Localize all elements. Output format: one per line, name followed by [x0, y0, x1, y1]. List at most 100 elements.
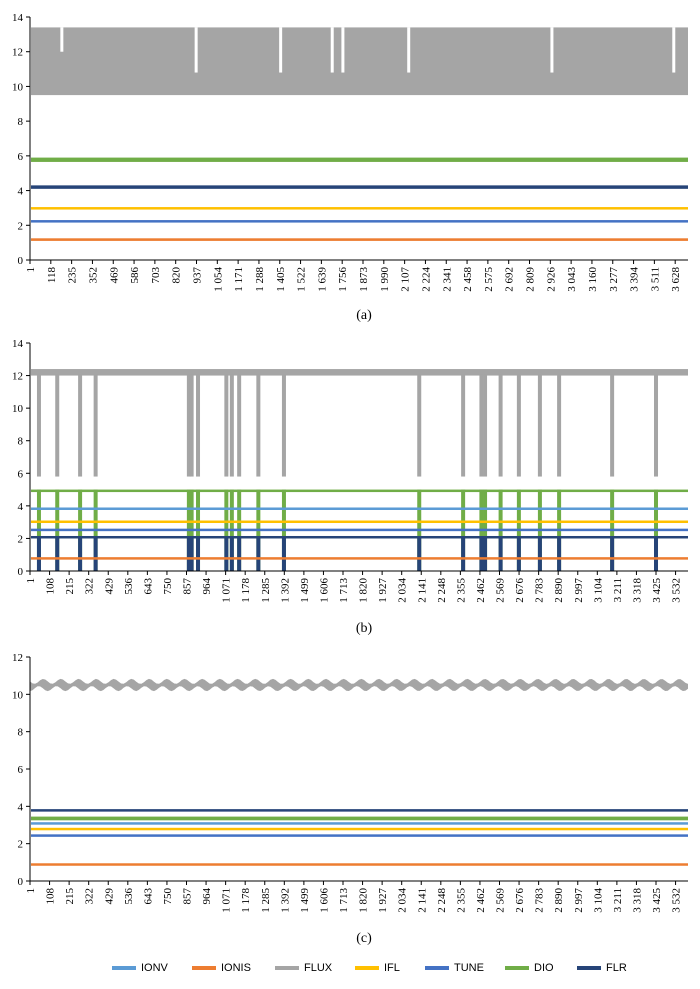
x-tick-label: 2 248	[436, 888, 448, 913]
series-ifl	[31, 520, 688, 524]
x-tick-label: 750	[162, 888, 174, 905]
x-tick-label: 322	[84, 888, 96, 905]
x-tick-label: 1 071	[221, 578, 233, 603]
x-tick-label: 3 160	[587, 267, 599, 292]
dip-line	[281, 374, 286, 477]
series-band	[31, 834, 688, 837]
x-tick-label: 3 425	[651, 888, 663, 913]
x-tick-label: 322	[84, 578, 96, 595]
panel-caption: (a)	[356, 308, 372, 323]
spike-gap	[330, 27, 334, 73]
dip-line	[36, 374, 41, 477]
y-tick-label: 6	[18, 764, 24, 776]
x-tick-label: 2 692	[504, 267, 516, 292]
dip-line	[654, 374, 659, 477]
legend-swatch	[112, 966, 136, 970]
dip-line	[281, 537, 286, 571]
legend-item-flux: FLUX	[275, 962, 333, 974]
dip-line	[498, 374, 503, 477]
x-tick-label: 3 104	[592, 888, 604, 913]
x-tick-label: 215	[64, 888, 76, 905]
spike-gap	[407, 27, 411, 73]
dip-line	[557, 374, 562, 477]
x-tick-label: 820	[171, 267, 183, 284]
dip-line	[256, 374, 261, 477]
x-tick-label: 2 034	[397, 888, 409, 913]
legend-swatch	[192, 966, 216, 970]
dip-line	[516, 374, 521, 477]
legend-label: IFL	[384, 962, 400, 974]
x-tick-label: 3 318	[631, 578, 643, 603]
y-tick-label: 10	[12, 81, 24, 93]
series-band	[31, 528, 688, 532]
x-tick-label: 3 394	[629, 267, 641, 292]
x-tick-label: 2 341	[441, 267, 453, 292]
spike-gap	[550, 27, 554, 73]
series-band	[31, 157, 688, 162]
series-flr	[31, 809, 688, 812]
x-tick-label: 2 141	[416, 888, 428, 913]
y-tick-label: 14	[12, 338, 24, 350]
series-band	[31, 809, 688, 812]
series-band	[31, 185, 688, 189]
series-band	[31, 827, 688, 831]
series-flr	[31, 185, 688, 189]
x-tick-label: 1 713	[338, 578, 350, 603]
dip-line	[229, 374, 234, 477]
series-ionis	[31, 557, 688, 560]
dip-line	[55, 537, 60, 571]
x-tick-label: 108	[45, 888, 57, 905]
x-tick-label: 108	[45, 578, 57, 595]
legend-swatch	[425, 966, 449, 970]
x-tick-label: 1 499	[299, 578, 311, 603]
legend-label: DIO	[534, 962, 554, 974]
dip-line	[516, 537, 521, 571]
x-tick-label: 2 355	[455, 888, 467, 913]
y-tick-label: 14	[12, 12, 24, 24]
x-tick-label: 1	[25, 267, 37, 273]
legend-swatch	[577, 966, 601, 970]
x-tick-label: 2 569	[495, 888, 507, 913]
legend-label: FLR	[606, 962, 627, 974]
x-tick-label: 586	[129, 267, 141, 284]
dip-line	[237, 374, 242, 477]
y-tick-label: 12	[12, 371, 23, 383]
legend-item-flr: FLR	[577, 962, 627, 974]
series-ionv	[31, 507, 688, 510]
x-tick-label: 2 997	[573, 578, 585, 603]
x-tick-label: 750	[162, 578, 174, 595]
x-tick-label: 1 054	[212, 267, 224, 292]
x-tick-label: 2 107	[400, 267, 412, 292]
spike-gap	[194, 27, 198, 73]
x-tick-label: 2 224	[420, 267, 432, 292]
dip-line	[186, 374, 191, 477]
dip-line	[78, 374, 83, 477]
x-tick-label: 3 211	[612, 578, 624, 602]
series-ifl	[31, 207, 688, 210]
dip-line	[196, 374, 201, 477]
legend-label: FLUX	[304, 962, 333, 974]
series-band	[31, 369, 688, 376]
x-tick-label: 2 355	[455, 578, 467, 603]
dip-line	[78, 537, 83, 571]
y-tick-label: 4	[18, 186, 24, 198]
series-flux	[30, 678, 688, 692]
x-tick-label: 2 034	[397, 578, 409, 603]
x-tick-label: 3 318	[631, 888, 643, 913]
series-band	[30, 678, 688, 692]
series-dio	[31, 157, 688, 162]
x-tick-label: 1 606	[318, 578, 330, 603]
x-tick-label: 429	[103, 578, 115, 595]
dip-line	[479, 537, 484, 571]
legend-item-ifl: IFL	[355, 962, 400, 974]
x-tick-label: 643	[142, 578, 154, 595]
x-tick-label: 1 071	[221, 888, 233, 913]
series-tune	[31, 220, 688, 223]
x-tick-label: 1 639	[316, 267, 328, 292]
dip-line	[93, 537, 98, 571]
series-ionis	[31, 238, 688, 241]
x-tick-label: 1 178	[240, 578, 252, 603]
x-tick-label: 1 405	[275, 267, 287, 292]
dip-line	[229, 537, 234, 571]
y-tick-label: 2	[18, 533, 24, 545]
